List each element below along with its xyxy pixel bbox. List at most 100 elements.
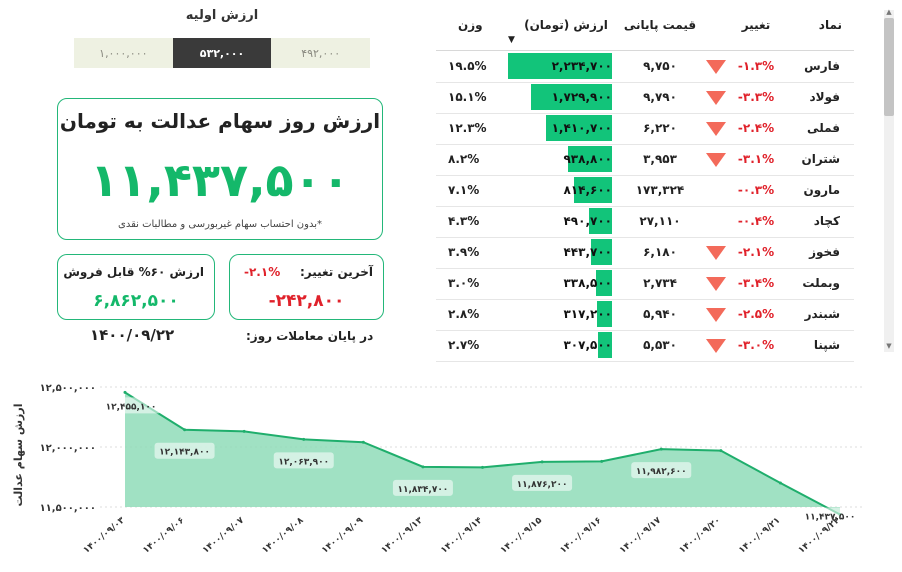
sort-down-icon[interactable]: ▼ bbox=[508, 35, 515, 45]
row-value: ۱,۴۱۰,۷۰۰ bbox=[551, 121, 612, 135]
scrollbar-thumb[interactable] bbox=[884, 18, 894, 116]
row-value-bar bbox=[598, 332, 612, 358]
row-change: -۲.۵% bbox=[737, 307, 775, 321]
data-point bbox=[183, 428, 187, 432]
last-change-percent: -۲.۱% bbox=[244, 265, 281, 279]
area-fill bbox=[125, 392, 840, 515]
row-symbol: فولاد bbox=[809, 90, 840, 104]
main-card-value: ۱۱,۴۳۷,۵۰۰ bbox=[90, 153, 350, 207]
data-label-box bbox=[392, 479, 453, 496]
header-price[interactable]: قیمت پایانی bbox=[623, 18, 697, 32]
down-triangle-icon bbox=[706, 60, 726, 74]
row-price: ۲۷,۱۱۰ bbox=[639, 214, 681, 228]
row-value-bar bbox=[597, 301, 612, 327]
row-value: ۴۹۰,۷۰۰ bbox=[563, 214, 612, 228]
data-point bbox=[421, 465, 425, 469]
row-change: -۳.۴% bbox=[737, 276, 775, 290]
row-value: ۲,۲۳۴,۷۰۰ bbox=[551, 59, 612, 73]
closing-label: در پایان معاملات روز: bbox=[246, 329, 374, 343]
row-change: -۲.۴% bbox=[737, 121, 775, 135]
header-divider bbox=[436, 50, 854, 51]
row-change: -۳.۰% bbox=[737, 338, 775, 352]
initial-value-title: ارزش اولیه bbox=[185, 8, 259, 23]
row-price: ۵,۵۳۰ bbox=[643, 338, 677, 352]
data-label-box bbox=[101, 397, 161, 414]
row-symbol: فملی bbox=[807, 121, 840, 135]
row-value: ۸۱۴,۶۰۰ bbox=[563, 183, 612, 197]
scroll-up-arrow-icon[interactable]: ▲ bbox=[886, 8, 892, 16]
row-price: ۵,۹۴۰ bbox=[643, 307, 677, 321]
row-weight: ۱۹.۵% bbox=[448, 59, 487, 73]
last-change-value: -۲۴۲,۸۰۰ bbox=[268, 291, 345, 311]
row-value-bar bbox=[568, 146, 612, 172]
header-symbol[interactable]: نماد bbox=[818, 18, 842, 32]
y-tick-label: ۱۲,۵۰۰,۰۰۰ bbox=[40, 383, 96, 394]
row-value-bar bbox=[574, 177, 612, 203]
x-tick-label: ۱۴۰۰/۰۹/۰۸ bbox=[261, 515, 307, 555]
table-row[interactable]: شپنا -۳.۰% ۵,۵۳۰ ۲.۷% ۳۰۷,۵۰۰ bbox=[436, 330, 854, 362]
row-weight: ۲.۷% bbox=[448, 338, 480, 352]
x-tick-label: ۱۴۰۰/۰۹/۲۱ bbox=[737, 516, 782, 556]
initial-option-532000[interactable]: ۵۳۲,۰۰۰ bbox=[172, 38, 272, 68]
row-change: -۲.۱% bbox=[737, 245, 775, 259]
row-value-bar bbox=[591, 239, 612, 265]
table-row[interactable]: مارون -۰.۳% ۱۷۳,۳۲۴ ۷.۱% ۸۱۴,۶۰۰ bbox=[436, 175, 854, 207]
last-change-card: آخرین تغییر: -۲.۱% -۲۴۲,۸۰۰ bbox=[229, 254, 384, 320]
row-value: ۹۳۸,۸۰۰ bbox=[563, 152, 612, 166]
table-row[interactable]: شتران -۳.۱% ۳,۹۵۳ ۸.۲% ۹۳۸,۸۰۰ bbox=[436, 144, 854, 176]
data-point bbox=[719, 449, 723, 453]
down-triangle-icon bbox=[706, 277, 726, 291]
x-tick-label: ۱۴۰۰/۰۹/۱۶ bbox=[558, 516, 603, 556]
initial-value-selector[interactable]: ۱,۰۰۰,۰۰۰ ۵۳۲,۰۰۰ ۴۹۲,۰۰۰ bbox=[74, 38, 371, 68]
data-label-box bbox=[800, 507, 860, 524]
x-tick-label: ۱۴۰۰/۰۹/۰۹ bbox=[320, 515, 366, 555]
table-row[interactable]: فارس -۱.۳% ۹,۷۵۰ ۱۹.۵% ۲,۲۳۴,۷۰۰ bbox=[436, 51, 854, 83]
table-row[interactable]: فولاد -۳.۳% ۹,۷۹۰ ۱۵.۱% ۱,۷۲۹,۹۰۰ bbox=[436, 82, 854, 114]
data-label-box bbox=[631, 462, 692, 479]
row-weight: ۸.۲% bbox=[448, 152, 480, 166]
row-symbol: کچاد bbox=[813, 214, 840, 228]
x-tick-label: ۱۴۰۰/۰۹/۰۳ bbox=[82, 515, 128, 555]
table-row[interactable]: فخوز -۲.۱% ۶,۱۸۰ ۳.۹% ۴۴۳,۷۰۰ bbox=[436, 237, 854, 269]
y-tick-label: ۱۱,۵۰۰,۰۰۰ bbox=[40, 503, 96, 514]
data-point bbox=[123, 390, 127, 394]
x-tick-label: ۱۴۰۰/۰۹/۰۷ bbox=[201, 515, 247, 555]
table-row[interactable]: کچاد -۰.۴% ۲۷,۱۱۰ ۴.۳% ۴۹۰,۷۰۰ bbox=[436, 206, 854, 238]
last-change-label: آخرین تغییر: bbox=[299, 265, 373, 279]
down-triangle-icon bbox=[706, 153, 726, 167]
initial-option-492000[interactable]: ۴۹۲,۰۰۰ bbox=[271, 38, 371, 68]
row-symbol: شپنا bbox=[813, 338, 840, 352]
row-symbol: فارس bbox=[804, 59, 840, 73]
sellable-label: ارزش ۶۰% قابل فروش bbox=[63, 265, 204, 279]
x-tick-label: ۱۴۰۰/۰۹/۰۶ bbox=[141, 516, 186, 556]
header-value[interactable]: ارزش (تومان) bbox=[524, 18, 608, 32]
header-change[interactable]: تغییر bbox=[741, 18, 771, 32]
holdings-table: نماد تغییر قیمت پایانی ارزش (تومان) ▼ وز… bbox=[436, 6, 856, 362]
table-scrollbar[interactable] bbox=[884, 10, 894, 352]
scroll-down-arrow-icon[interactable]: ▼ bbox=[886, 342, 892, 350]
data-label: ۱۲,۰۶۳,۹۰۰ bbox=[278, 457, 329, 467]
row-weight: ۴.۳% bbox=[448, 214, 480, 228]
row-price: ۶,۱۸۰ bbox=[643, 245, 677, 259]
table-row[interactable]: فملی -۲.۴% ۶,۲۲۰ ۱۲.۳% ۱,۴۱۰,۷۰۰ bbox=[436, 113, 854, 145]
row-weight: ۲.۸% bbox=[448, 307, 480, 321]
x-tick-label: ۱۴۰۰/۰۹/۱۷ bbox=[618, 515, 664, 555]
data-point bbox=[242, 429, 246, 433]
down-triangle-icon bbox=[706, 308, 726, 322]
row-value-bar bbox=[546, 115, 612, 141]
table-row[interactable]: شبندر -۲.۵% ۵,۹۴۰ ۲.۸% ۳۱۷,۲۰۰ bbox=[436, 299, 854, 331]
row-value: ۴۴۳,۷۰۰ bbox=[563, 245, 612, 259]
row-weight: ۱۵.۱% bbox=[448, 90, 487, 104]
row-price: ۹,۷۹۰ bbox=[643, 90, 677, 104]
row-price: ۲,۷۳۴ bbox=[643, 276, 677, 290]
row-value: ۳۳۸,۵۰۰ bbox=[563, 276, 612, 290]
header-weight[interactable]: وزن bbox=[458, 18, 483, 32]
data-label-box bbox=[154, 442, 215, 459]
main-card-note: *بدون احتساب سهام غیربورسی و مطالبات نقد… bbox=[118, 219, 322, 230]
row-value: ۱,۷۲۹,۹۰۰ bbox=[551, 90, 612, 104]
data-label: ۱۱,۹۸۲,۶۰۰ bbox=[636, 467, 687, 477]
initial-option-1000000[interactable]: ۱,۰۰۰,۰۰۰ bbox=[74, 38, 173, 68]
row-symbol: شبندر bbox=[804, 307, 840, 321]
table-row[interactable]: وبملت -۳.۴% ۲,۷۳۴ ۳.۰% ۳۳۸,۵۰۰ bbox=[436, 268, 854, 300]
row-symbol: شتران bbox=[801, 152, 840, 166]
